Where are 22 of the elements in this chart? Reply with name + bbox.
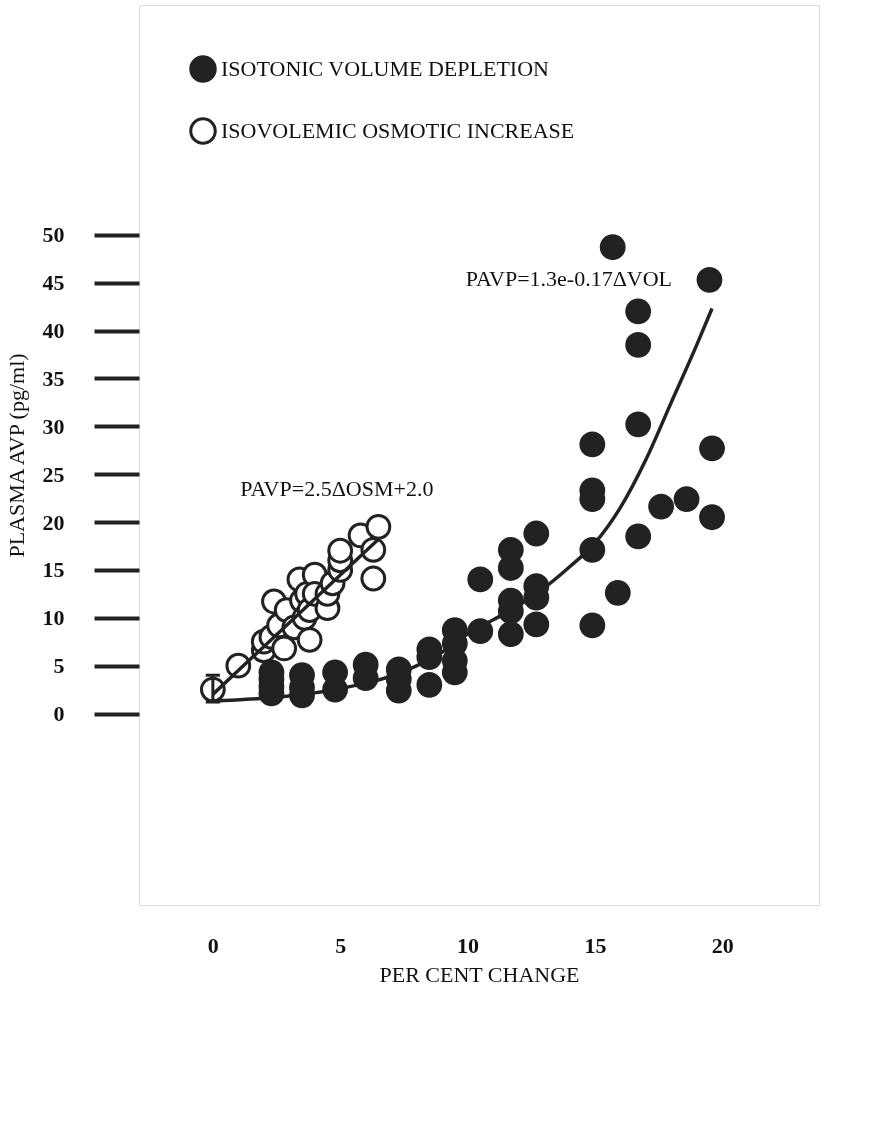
y-tick-label: 15 (42, 557, 65, 583)
x-tick-label: 0 (207, 932, 219, 958)
x-tick-label: 5 (335, 932, 347, 958)
x-tick-label: 15 (584, 932, 607, 958)
x-tick-label: 10 (457, 932, 480, 958)
y-tick-label: 50 (42, 222, 65, 248)
y-tick-label: 45 (42, 270, 65, 296)
legend-label: ISOVOLEMIC OSMOTIC INCREASE (221, 118, 575, 143)
y-tick-label: 0 (53, 701, 65, 727)
legend-label: ISOTONIC VOLUME DEPLETION (221, 56, 550, 81)
x-axis-title: PER CENT CHANGE (379, 961, 580, 987)
y-tick-label: 20 (42, 509, 65, 535)
y-tick-label: 5 (53, 653, 65, 679)
y-tick-label: 10 (42, 605, 65, 631)
y-tick-label: 35 (42, 365, 65, 391)
y-tick-label: 30 (42, 413, 65, 439)
x-tick-label: 20 (711, 932, 734, 958)
annotation: PAVP=2.5ΔOSM+2.0 (240, 476, 434, 502)
y-tick-label: 25 (42, 461, 65, 487)
y-tick-label: 40 (42, 318, 65, 344)
annotation: PAVP=1.3e-0.17ΔVOL (465, 265, 673, 291)
y-axis-title: PLASMA AVP (pg/ml) (3, 353, 29, 558)
